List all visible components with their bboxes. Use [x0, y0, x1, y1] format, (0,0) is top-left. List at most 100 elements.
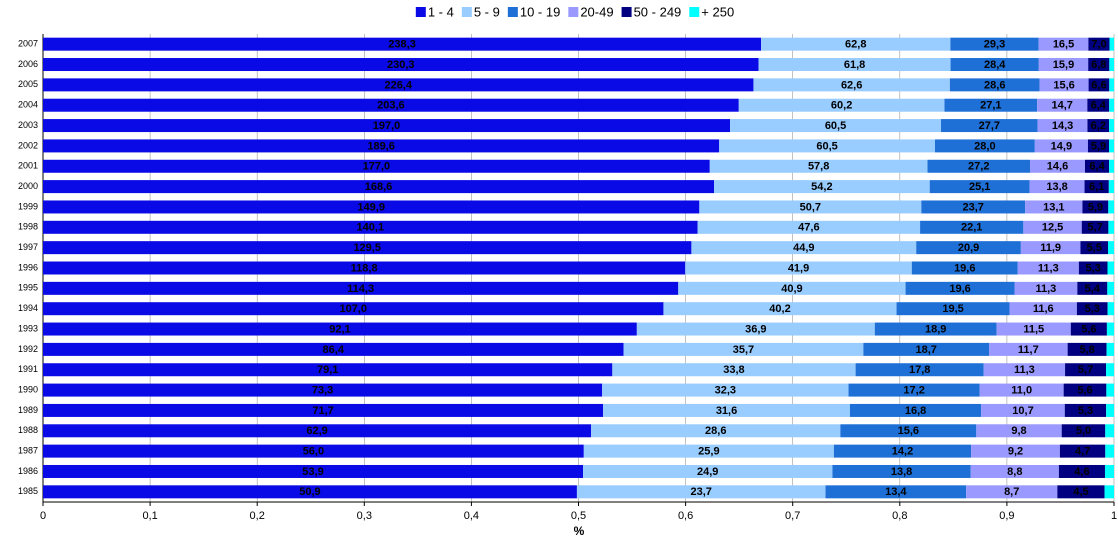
data-label: 14,6	[1047, 161, 1068, 173]
bar-segment	[1106, 342, 1114, 356]
data-label: 12,5	[1042, 222, 1063, 234]
data-label: 5,4	[1085, 283, 1101, 295]
data-label: 11,3	[1014, 364, 1035, 376]
y-tick-label: 1987	[18, 446, 38, 456]
bar-segment	[43, 180, 715, 194]
bar-segment	[43, 403, 604, 417]
bar-segment	[43, 261, 686, 275]
data-label: 5,3	[1085, 303, 1100, 315]
bar-segment	[761, 37, 951, 51]
data-label: 47,6	[798, 222, 819, 234]
data-label: 5,6	[1081, 323, 1096, 335]
data-label: 14,3	[1052, 120, 1073, 132]
y-tick-label: 1985	[18, 486, 38, 496]
bar-segment	[43, 78, 754, 92]
bar-segment	[874, 322, 997, 336]
x-tick-label: 0	[40, 510, 46, 522]
bar-segment	[43, 383, 603, 397]
data-label: 23,7	[691, 486, 712, 498]
data-label: 22,1	[961, 222, 982, 234]
data-label: 7,0	[1091, 39, 1106, 51]
bar-segment	[896, 302, 1010, 316]
bar-segment	[833, 444, 972, 458]
data-label: 73,3	[312, 384, 333, 396]
data-label: 177,0	[363, 161, 391, 173]
data-label: 11,3	[1036, 283, 1057, 295]
y-tick-label: 1986	[18, 466, 38, 476]
bar-segment	[1109, 78, 1114, 92]
bar-segment	[758, 58, 951, 72]
bar-segment	[678, 281, 906, 295]
data-label: 6,8	[1091, 59, 1106, 71]
bar-segment	[1088, 37, 1110, 51]
y-tick-label: 2002	[18, 140, 38, 150]
data-label: 4,7	[1075, 446, 1090, 458]
x-tick-label: 0,7	[785, 510, 800, 522]
bar-segment	[1037, 98, 1088, 112]
data-label: 57,8	[808, 161, 829, 173]
data-label: 27,2	[968, 161, 989, 173]
bar-segment	[1009, 302, 1077, 316]
data-label: 54,2	[811, 181, 832, 193]
legend-label: 50 - 249	[634, 4, 682, 19]
data-label: 5,9	[1091, 140, 1106, 152]
data-label: 62,8	[845, 39, 866, 51]
data-label: 11,9	[1040, 242, 1061, 254]
data-label: 50,7	[800, 201, 821, 213]
data-label: 24,9	[697, 466, 718, 478]
data-label: 189,6	[367, 140, 395, 152]
x-tick-label: 0,1	[142, 510, 157, 522]
data-label: 5,9	[1088, 201, 1103, 213]
bar-segment	[1029, 180, 1085, 194]
bar-segment	[43, 464, 584, 478]
bar-segment	[591, 424, 841, 438]
bar-segment	[971, 444, 1060, 458]
bar-segment	[832, 464, 971, 478]
bar-segment	[697, 220, 921, 234]
bar-segment	[753, 78, 950, 92]
bar-segment	[1109, 58, 1114, 72]
bar-segment	[1108, 220, 1114, 234]
y-tick-label: 1991	[18, 364, 38, 374]
data-label: 33,8	[723, 364, 744, 376]
data-label: 6,6	[1091, 79, 1106, 91]
data-label: 86,4	[323, 344, 345, 356]
bar-segment	[43, 200, 700, 214]
bar-segment	[691, 241, 917, 255]
bar-segment	[981, 403, 1065, 417]
legend-swatch	[415, 7, 426, 17]
data-label: 168,6	[365, 181, 393, 193]
x-axis-title: %	[574, 524, 585, 538]
bar-segment	[979, 383, 1064, 397]
bar-segment	[1108, 180, 1114, 194]
data-label: 6,1	[1089, 181, 1104, 193]
bar-segment	[43, 424, 592, 438]
data-label: 9,8	[1011, 425, 1026, 437]
bar-segment	[1108, 200, 1114, 214]
bar-segment	[43, 342, 624, 356]
data-label: 92,1	[329, 323, 350, 335]
data-label: 15,9	[1053, 59, 1074, 71]
bar-segment	[43, 241, 692, 255]
data-label: 11,7	[1018, 344, 1039, 356]
legend-swatch	[621, 7, 632, 17]
data-label: 18,7	[915, 344, 936, 356]
bar-segment	[950, 58, 1039, 72]
bar-segment	[863, 342, 990, 356]
data-label: 226,4	[384, 79, 412, 91]
y-tick-label: 2000	[18, 181, 38, 191]
bar-segment	[43, 220, 698, 234]
bar-segment	[1034, 139, 1088, 153]
y-tick-label: 2001	[18, 161, 38, 171]
bar-segment	[43, 302, 664, 316]
y-tick-label: 2006	[18, 59, 38, 69]
data-label: 11,3	[1038, 262, 1059, 274]
bar-segment	[603, 403, 850, 417]
legend-label: 1 - 4	[428, 4, 454, 19]
x-tick-label: 0,8	[892, 510, 907, 522]
data-label: 8,7	[1004, 486, 1019, 498]
data-label: 118,8	[351, 262, 378, 274]
data-label: 129,5	[353, 242, 381, 254]
y-tick-label: 1999	[18, 201, 38, 211]
bar-segment	[1104, 485, 1114, 499]
